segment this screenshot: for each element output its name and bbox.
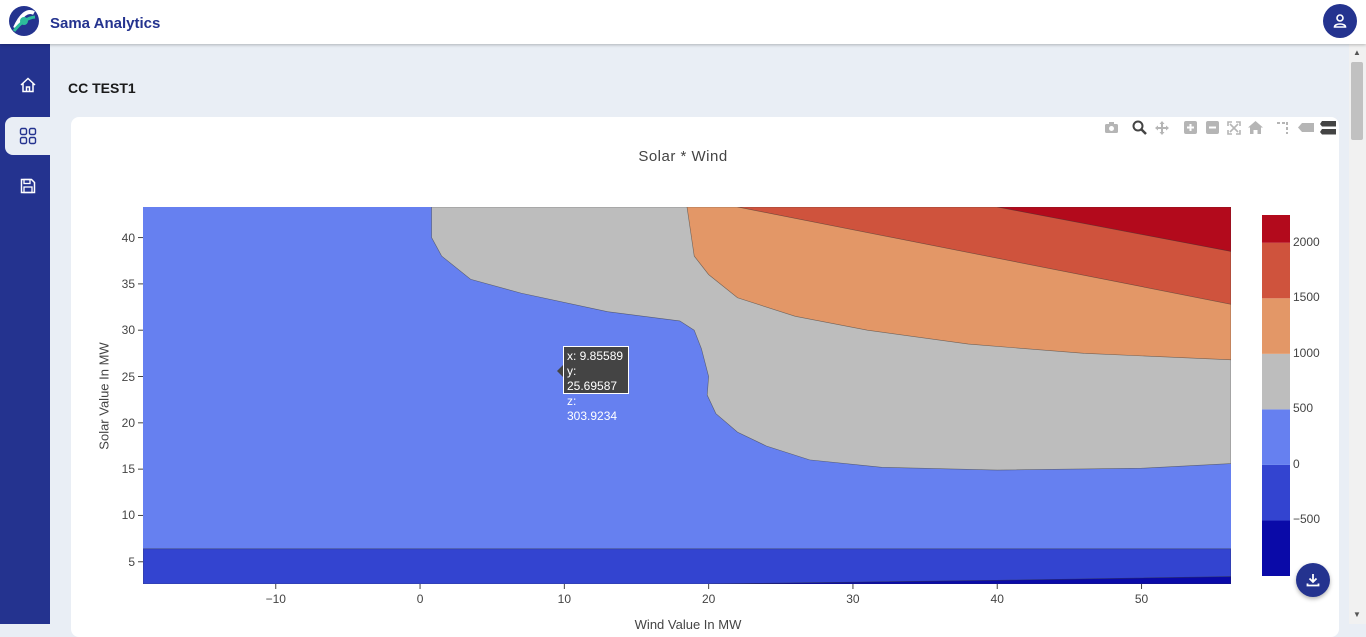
save-icon — [20, 178, 35, 194]
x-tick-label: 40 — [990, 592, 1004, 606]
colorbar-segment — [1262, 409, 1290, 465]
zoom-out-icon[interactable] — [1206, 121, 1219, 134]
colorbar-tick-label: 2000 — [1293, 234, 1320, 249]
contour-band-5 — [997, 207, 1231, 252]
home-icon — [19, 77, 36, 93]
contour-fills — [143, 207, 1231, 584]
hover-closest-icon[interactable] — [1298, 123, 1314, 132]
sidebar-item-home[interactable] — [5, 66, 50, 104]
colorbar-segment — [1262, 353, 1290, 410]
scroll-up-arrow[interactable]: ▲ — [1353, 48, 1361, 57]
download-icon — [1306, 574, 1320, 587]
x-tick-label: 10 — [557, 592, 572, 606]
colorbar-segment — [1262, 242, 1290, 299]
sidebar-item-saved[interactable] — [5, 167, 50, 205]
y-tick-label: 40 — [121, 230, 135, 245]
y-tick-label: 10 — [121, 508, 135, 523]
chart-title: Solar * Wind — [638, 148, 728, 165]
zoom-icon[interactable] — [1132, 120, 1147, 135]
contour-band-4 — [737, 207, 1231, 305]
zoom-in-icon[interactable] — [1184, 121, 1197, 134]
grid-icon — [19, 127, 36, 145]
sidebar — [0, 44, 50, 624]
spike-lines-icon[interactable] — [1276, 121, 1289, 134]
x-tick-label: −10 — [265, 592, 286, 606]
colorbar-tick-label: −500 — [1293, 512, 1321, 527]
x-tick-label: 50 — [1134, 592, 1149, 606]
x-tick-label: 30 — [846, 592, 860, 606]
colorbar-tick-label: 1500 — [1293, 290, 1320, 305]
colorbar-segment — [1262, 215, 1290, 243]
sidebar-item-dashboards[interactable] — [5, 117, 50, 155]
y-tick-label: 30 — [121, 323, 135, 338]
app-name: Sama Analytics — [50, 15, 161, 32]
contour-plot[interactable] — [0, 0, 1366, 624]
colorbar-segment — [1262, 298, 1290, 354]
tooltip-x: x: 9.85589 — [567, 349, 624, 363]
y-tick-label: 15 — [121, 462, 135, 477]
colorbar-tick-label: 0 — [1293, 456, 1300, 471]
autoscale-icon[interactable] — [1227, 121, 1241, 135]
tooltip-arrow — [557, 365, 563, 377]
sama-logo-icon — [9, 6, 39, 36]
y-tick-label: 35 — [121, 276, 135, 291]
reset-axes-icon[interactable] — [1248, 121, 1263, 134]
pan-icon[interactable] — [1155, 121, 1169, 135]
y-tick-label: 20 — [121, 415, 135, 430]
hover-compare-icon[interactable] — [1320, 121, 1336, 135]
colorbar-tick-label: 1000 — [1293, 345, 1320, 360]
download-button[interactable] — [1296, 563, 1330, 597]
y-tick-label: 25 — [121, 369, 135, 384]
camera-icon[interactable] — [1104, 121, 1119, 135]
contour-band-0 — [143, 548, 1231, 584]
x-tick-label: 0 — [416, 592, 424, 606]
user-account-button[interactable] — [1323, 4, 1357, 38]
x-tick-label: 20 — [701, 592, 716, 606]
colorbar-segment — [1262, 464, 1290, 521]
hover-tooltip: x: 9.85589 y: 25.69587 z: 303.9234 — [563, 346, 629, 423]
scrollbar-thumb[interactable] — [1351, 62, 1363, 140]
top-bar: Sama Analytics — [0, 0, 1366, 44]
page-scrollbar[interactable] — [1349, 44, 1366, 624]
colorbar-tick-label: 500 — [1293, 401, 1314, 416]
y-axis-label: Solar Value In MW — [96, 342, 112, 450]
colorbar-segment — [1262, 520, 1290, 576]
tooltip-z: z: 303.9234 — [567, 394, 618, 423]
scroll-down-arrow[interactable]: ▼ — [1353, 610, 1361, 619]
x-axis-label: Wind Value In MW — [634, 617, 742, 632]
user-icon — [1333, 14, 1347, 28]
tooltip-y: y: 25.69587 — [567, 364, 618, 393]
contour-band-1 — [708, 576, 1231, 584]
y-tick-label: 5 — [128, 554, 135, 569]
page-title: CC TEST1 — [68, 80, 136, 96]
